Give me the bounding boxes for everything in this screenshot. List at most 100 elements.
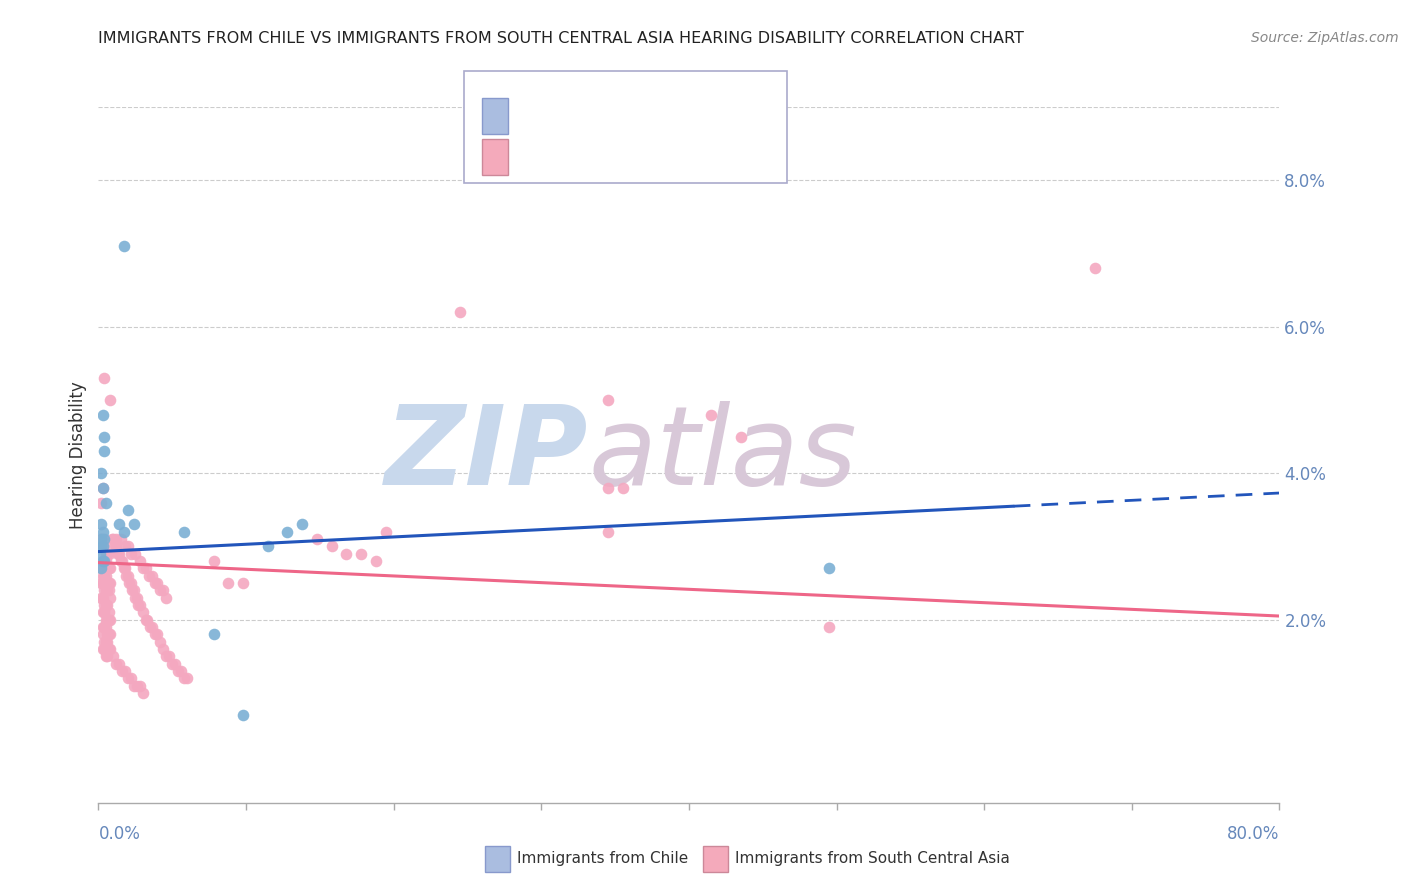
Point — [93, 634, 115, 648]
Point — [94, 554, 117, 568]
Point — [93, 371, 115, 385]
Point — [155, 591, 177, 605]
Point — [118, 576, 141, 591]
Point — [91, 408, 114, 422]
Point — [155, 649, 177, 664]
Point — [114, 540, 136, 554]
Point — [96, 613, 118, 627]
Point — [108, 517, 131, 532]
Point — [90, 532, 112, 546]
Point — [117, 503, 139, 517]
Point — [135, 561, 157, 575]
Point — [90, 532, 112, 546]
Point — [596, 392, 619, 407]
Point — [120, 547, 142, 561]
Text: R =: R = — [516, 107, 553, 125]
Point — [96, 634, 118, 648]
Point — [232, 576, 254, 591]
Point — [128, 679, 150, 693]
Point — [135, 613, 157, 627]
Point — [93, 598, 115, 612]
Point — [93, 568, 115, 582]
Text: ZIP: ZIP — [385, 401, 589, 508]
Point — [132, 561, 155, 575]
Point — [93, 429, 115, 443]
Point — [350, 547, 373, 561]
Point — [96, 561, 118, 575]
Text: Immigrants from Chile: Immigrants from Chile — [517, 852, 689, 866]
Point — [93, 642, 115, 657]
Text: 137: 137 — [672, 148, 713, 166]
Point — [112, 561, 135, 575]
Point — [93, 620, 115, 634]
Point — [110, 532, 132, 546]
Point — [127, 598, 149, 612]
Point — [94, 547, 117, 561]
Point — [91, 540, 114, 554]
Point — [110, 554, 132, 568]
Point — [114, 664, 136, 678]
Point — [117, 568, 139, 582]
Point — [157, 649, 180, 664]
Text: IMMIGRANTS FROM CHILE VS IMMIGRANTS FROM SOUTH CENTRAL ASIA HEARING DISABILITY C: IMMIGRANTS FROM CHILE VS IMMIGRANTS FROM… — [98, 31, 1025, 46]
Point — [120, 576, 142, 591]
Point — [98, 627, 121, 641]
Point — [136, 613, 159, 627]
Point — [176, 671, 198, 685]
Text: 28: 28 — [672, 107, 702, 125]
Point — [94, 495, 117, 509]
Point — [108, 657, 131, 671]
Point — [97, 576, 120, 591]
Point — [91, 524, 114, 539]
Point — [114, 561, 136, 575]
Point — [612, 481, 634, 495]
Point — [96, 598, 118, 612]
Point — [146, 627, 169, 641]
Point — [257, 540, 280, 554]
Point — [94, 568, 117, 582]
Point — [112, 524, 135, 539]
Point — [90, 561, 112, 575]
Point — [98, 576, 121, 591]
Text: atlas: atlas — [589, 401, 858, 508]
Point — [93, 583, 115, 598]
Point — [96, 649, 118, 664]
Point — [115, 568, 138, 582]
Point — [202, 627, 225, 641]
Text: -0.085: -0.085 — [562, 148, 621, 166]
Point — [93, 540, 115, 554]
Point — [97, 627, 120, 641]
Point — [364, 554, 387, 568]
Point — [217, 576, 239, 591]
Point — [97, 547, 120, 561]
Point — [152, 583, 174, 598]
Point — [321, 540, 343, 554]
Point — [120, 671, 142, 685]
Point — [141, 568, 163, 582]
Point — [91, 554, 114, 568]
Point — [108, 547, 131, 561]
Point — [97, 606, 120, 620]
Point — [122, 679, 145, 693]
Point — [91, 576, 114, 591]
Point — [94, 613, 117, 627]
Point — [1084, 261, 1107, 276]
Point — [97, 561, 120, 575]
Point — [152, 642, 174, 657]
Point — [96, 547, 118, 561]
Point — [90, 540, 112, 554]
Point — [335, 547, 357, 561]
Point — [91, 620, 114, 634]
Point — [117, 671, 139, 685]
Point — [143, 627, 166, 641]
Point — [91, 540, 114, 554]
Point — [202, 554, 225, 568]
Point — [141, 620, 163, 634]
Point — [305, 532, 328, 546]
Point — [149, 634, 172, 648]
Y-axis label: Hearing Disability: Hearing Disability — [69, 381, 87, 529]
Point — [96, 583, 118, 598]
Point — [105, 532, 128, 546]
Point — [94, 634, 117, 648]
Point — [121, 583, 143, 598]
